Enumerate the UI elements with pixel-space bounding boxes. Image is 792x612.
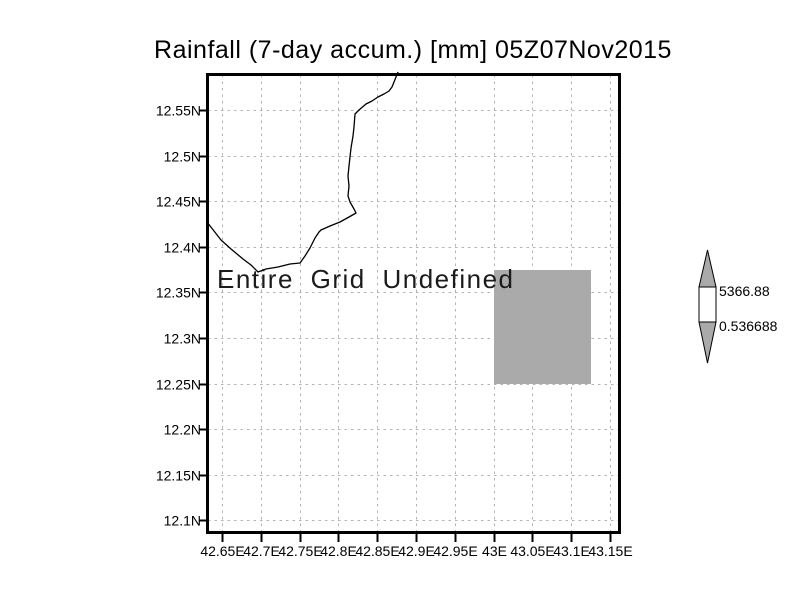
colorbar-upper-arrow <box>698 249 717 288</box>
shaded-grid-cell <box>494 270 591 384</box>
y-tick-label: 12.15N <box>156 468 201 484</box>
y-tick-labels: 12.55N 12.5N 12.45N 12.4N 12.35N 12.3N 12.25N 1… <box>156 103 201 529</box>
shaded-cells <box>494 270 591 384</box>
colorbar-mid-swatch <box>698 286 717 323</box>
colorbar-lower-arrow <box>698 321 717 364</box>
y-tick-label: 12.1N <box>164 513 201 529</box>
x-tick-label: 43.05E <box>510 543 554 559</box>
y-tick-label: 12.5N <box>164 149 201 165</box>
x-tick-label: 42.75E <box>278 543 322 559</box>
undefined-grid-message: Entire Grid Undefined <box>217 264 515 294</box>
y-tick-label: 12.55N <box>156 103 201 119</box>
y-tick-label: 12.2N <box>164 422 201 438</box>
colorbar <box>698 249 717 364</box>
x-tick-label: 42.9E <box>398 543 435 559</box>
colorbar-max-label: 5366.88 <box>719 283 770 299</box>
x-tick-label: 42.95E <box>433 543 477 559</box>
x-tick-label: 42.8E <box>320 543 357 559</box>
y-tick-label: 12.45N <box>156 194 201 210</box>
axis-ticks <box>199 109 612 542</box>
x-tick-label: 43.15E <box>588 543 632 559</box>
x-tick-label: 42.85E <box>355 543 399 559</box>
x-tick-label: 42.65E <box>200 543 244 559</box>
coastline <box>206 71 399 273</box>
y-tick-label: 12.4N <box>164 240 201 256</box>
y-tick-label: 12.35N <box>156 285 201 301</box>
y-tick-label: 12.25N <box>156 377 201 393</box>
x-tick-label: 43.1E <box>553 543 590 559</box>
colorbar-min-label: 0.536688 <box>719 318 778 334</box>
y-tick-label: 12.3N <box>164 331 201 347</box>
plot-title: Rainfall (7-day accum.) [mm] 05Z07Nov201… <box>154 36 672 64</box>
map-frame <box>206 73 621 534</box>
x-tick-label: 43E <box>482 543 507 559</box>
x-tick-label: 42.7E <box>243 543 280 559</box>
